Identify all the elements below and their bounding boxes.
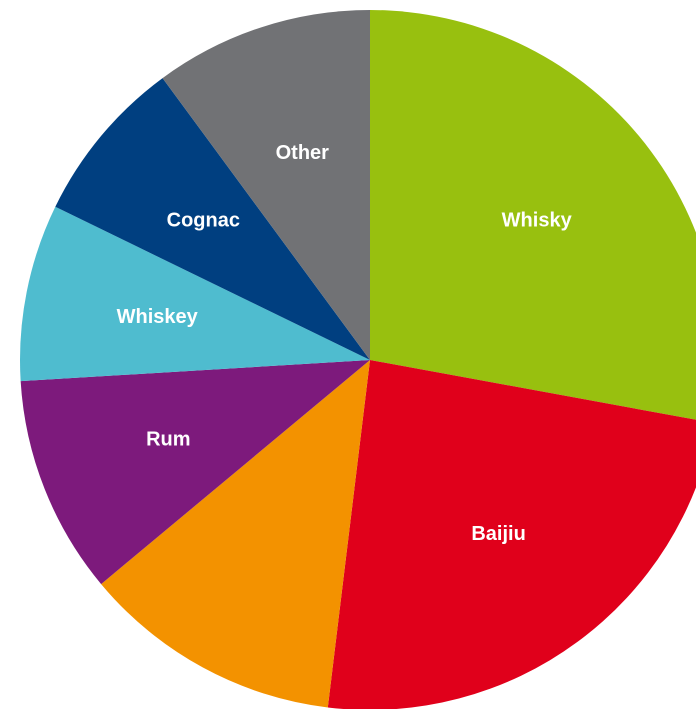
slice-label-cognac: Cognac <box>167 209 240 231</box>
pie-slice-rum <box>20 360 370 585</box>
pie-slice-other <box>162 9 370 360</box>
pie-labels: Whisky Baijiu Rum Whiskey Cognac Other <box>117 142 573 545</box>
slice-label-rum: Rum <box>146 428 190 450</box>
slice-label-baijiu: Baijiu <box>471 523 525 545</box>
pie-slice-whisky <box>370 10 696 420</box>
pie-slice-baijiu <box>327 360 696 709</box>
pie-slice-cognac <box>55 78 370 360</box>
pie-slice-whiskey <box>20 206 371 382</box>
pie-slices <box>20 9 696 709</box>
pie-slice-unlabeled <box>101 360 370 708</box>
slice-label-whiskey: Whiskey <box>117 306 199 328</box>
slice-label-whisky: Whisky <box>502 209 573 231</box>
slice-label-other: Other <box>276 142 330 164</box>
